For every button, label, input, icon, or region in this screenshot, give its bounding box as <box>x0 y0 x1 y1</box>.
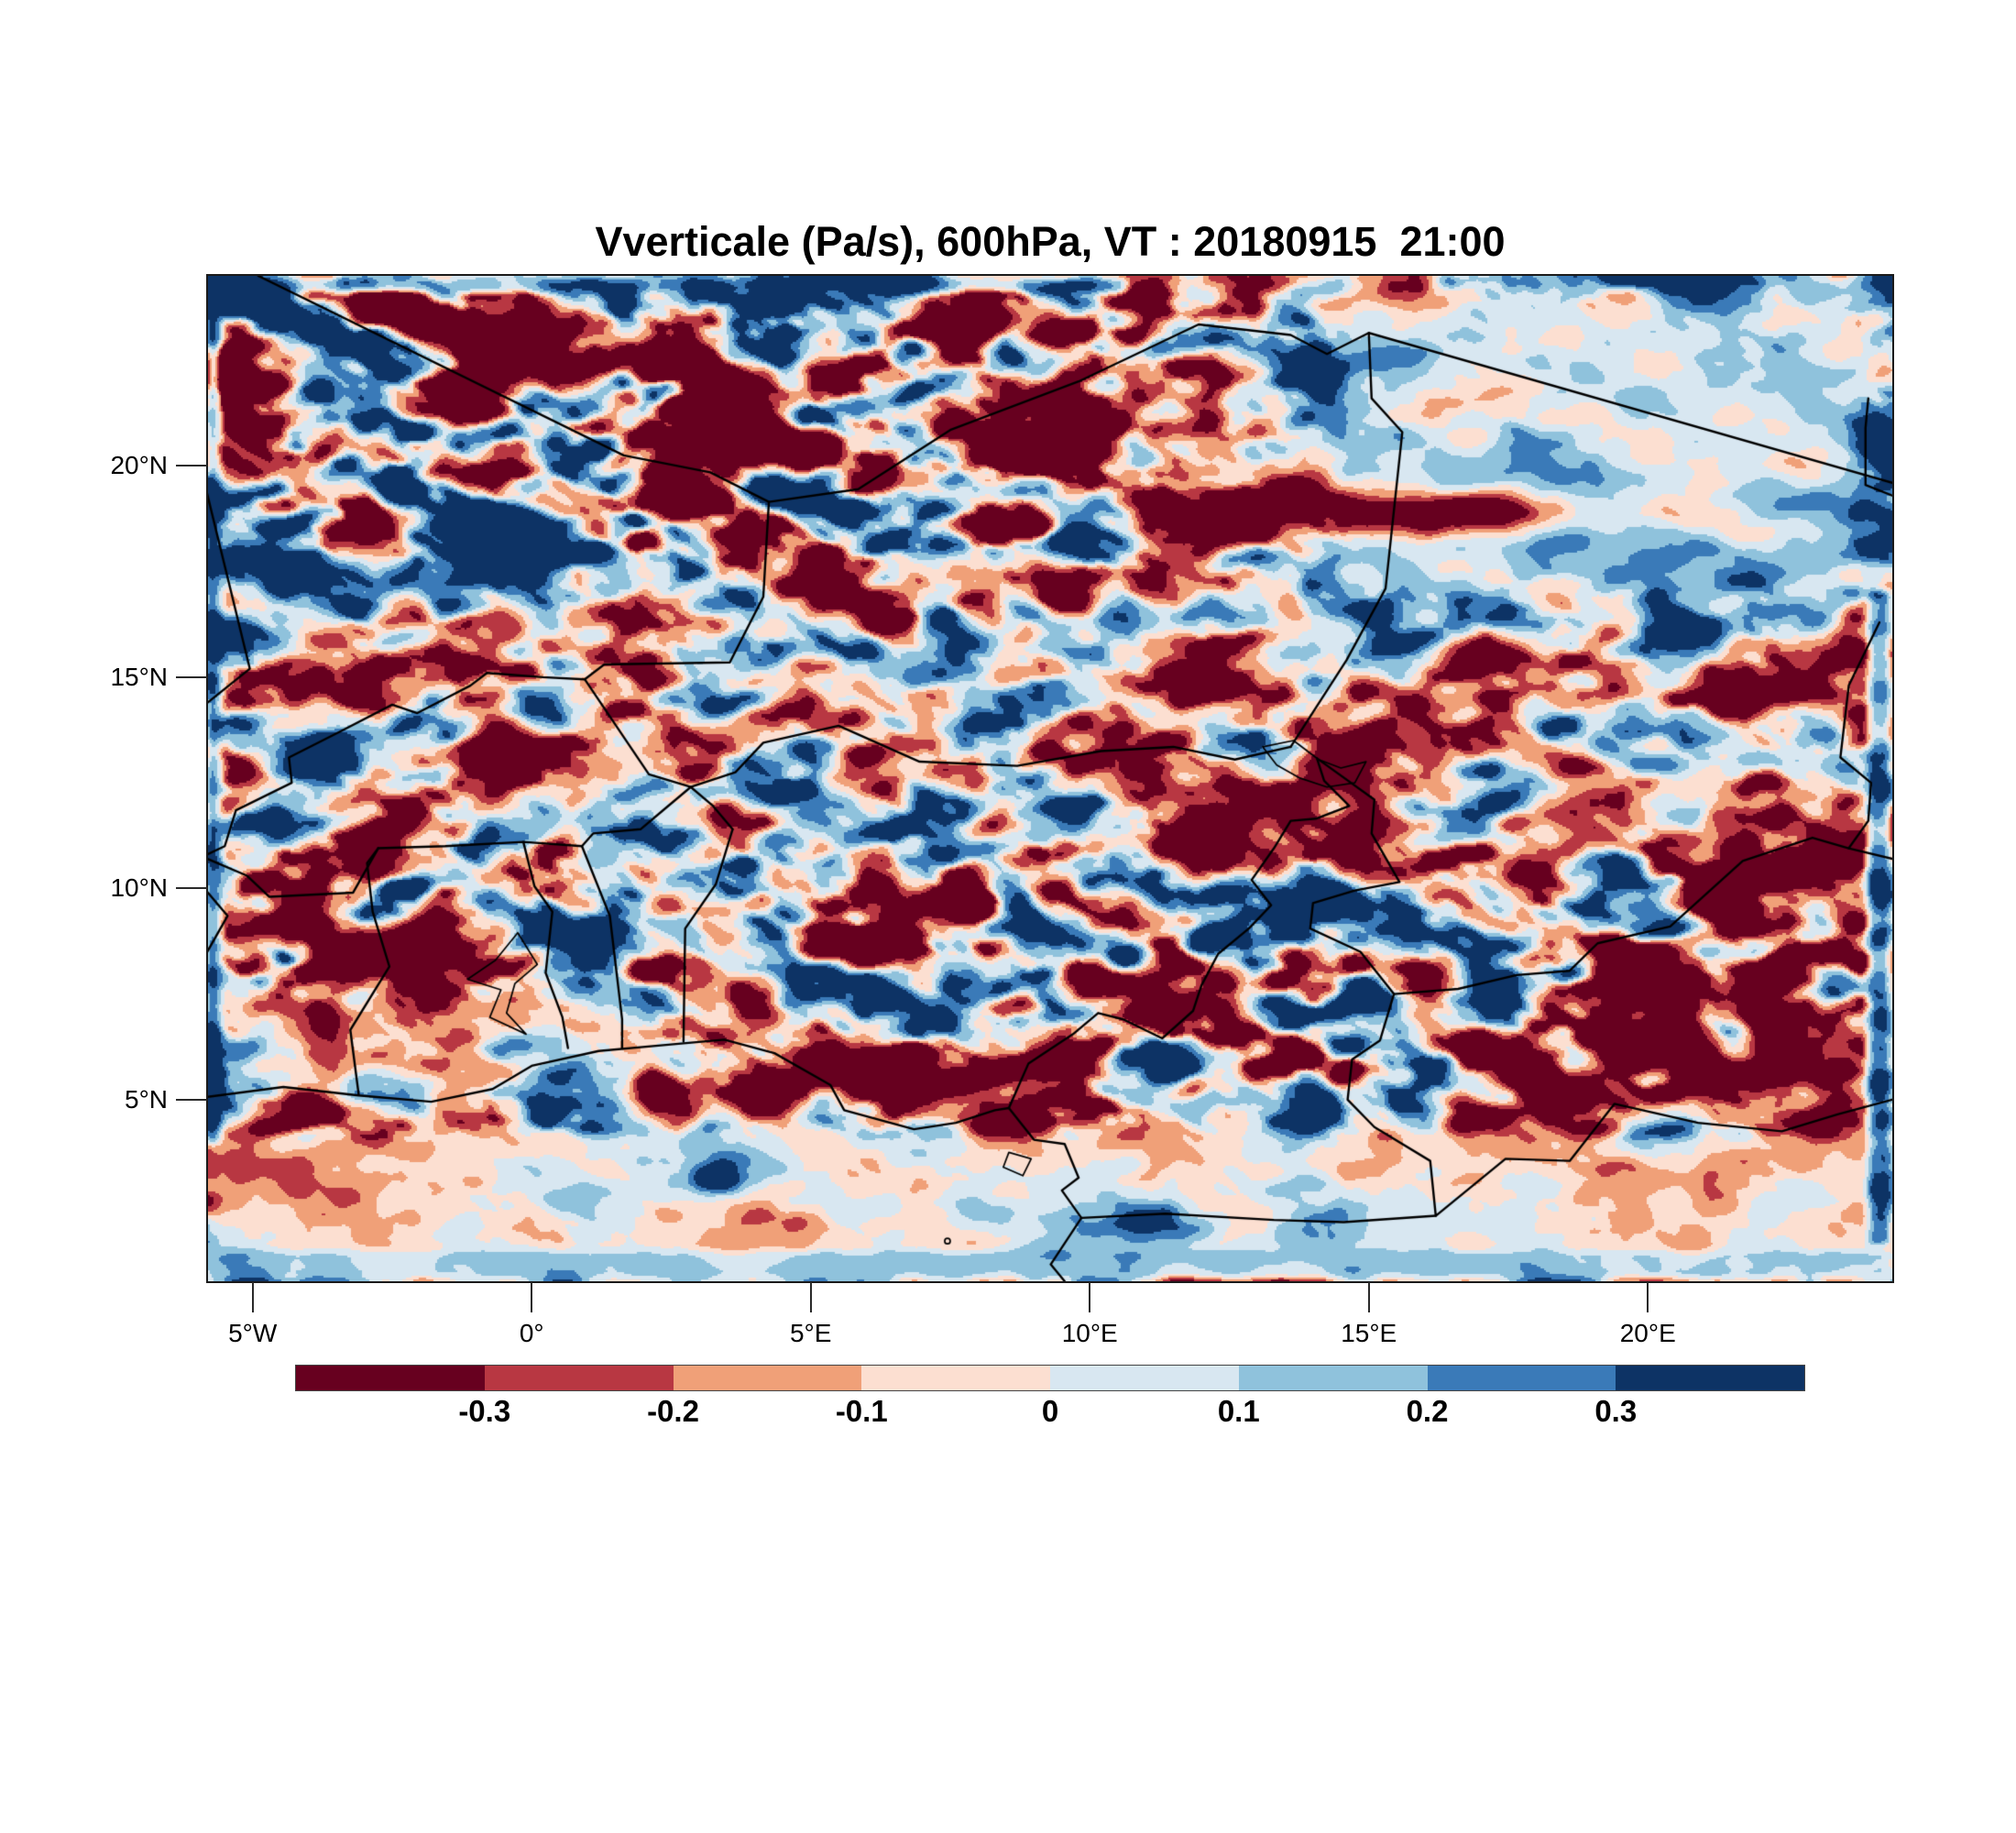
y-tick-label: 15°N <box>110 662 168 691</box>
x-tick-label: 5°E <box>789 1319 832 1347</box>
y-tick-label: 5°N <box>125 1084 168 1114</box>
y-tick <box>176 1098 207 1101</box>
x-tick <box>251 1282 254 1312</box>
colorbar-tick-label: 0.3 <box>1594 1394 1638 1428</box>
y-tick <box>176 675 207 678</box>
x-tick-label: 10°E <box>1061 1319 1118 1347</box>
colorbar-tick-label: 0 <box>1041 1394 1059 1428</box>
colorbar-segment <box>1427 1366 1616 1390</box>
x-tick-label: 20°E <box>1619 1319 1676 1347</box>
colorbar-segment <box>1050 1366 1239 1390</box>
y-tick <box>176 887 207 890</box>
colorbar-tick-label: -0.2 <box>647 1394 699 1428</box>
y-tick <box>176 465 207 467</box>
colorbar-tick-label: 0.1 <box>1217 1394 1260 1428</box>
colorbar-segment <box>673 1366 862 1390</box>
colorbar-tick-label: -0.1 <box>835 1394 888 1428</box>
x-tick <box>1089 1282 1091 1312</box>
colorbar-segment <box>861 1366 1050 1390</box>
x-tick-label: 0° <box>519 1319 544 1347</box>
contour-map-canvas <box>208 276 1892 1281</box>
x-tick <box>809 1282 812 1312</box>
x-tick <box>531 1282 533 1312</box>
colorbar-segment <box>296 1366 485 1390</box>
y-tick-label: 20°N <box>110 451 168 480</box>
chart-title: Vverticale (Pa/s), 600hPa, VT : 20180915… <box>595 218 1506 265</box>
colorbar-segment <box>1238 1366 1428 1390</box>
colorbar <box>295 1365 1805 1391</box>
x-tick <box>1367 1282 1370 1312</box>
colorbar-segment <box>1616 1366 1804 1390</box>
colorbar-segment <box>484 1366 674 1390</box>
x-tick-label: 5°W <box>228 1319 278 1347</box>
colorbar-tick-label: 0.2 <box>1406 1394 1449 1428</box>
x-tick <box>1647 1282 1649 1312</box>
x-tick-label: 15°E <box>1341 1319 1397 1347</box>
colorbar-tick-label: -0.3 <box>458 1394 511 1428</box>
y-tick-label: 10°N <box>110 873 168 903</box>
